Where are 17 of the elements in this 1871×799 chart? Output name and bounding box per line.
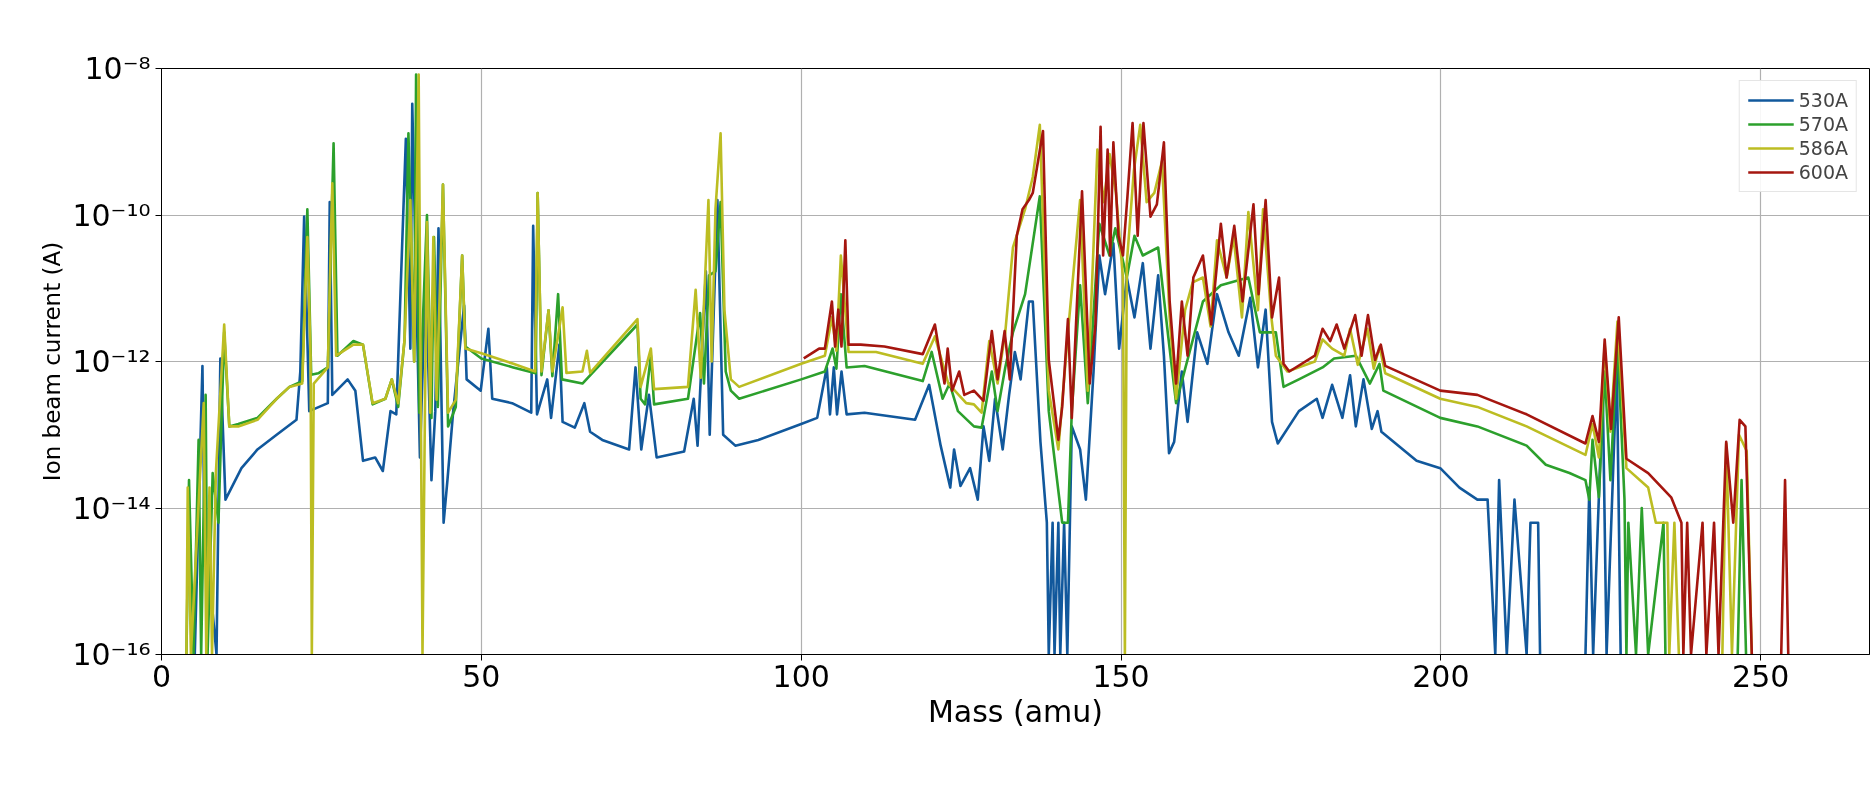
x-axis-title: Mass (amu) xyxy=(927,693,1104,729)
legend-label: 570A xyxy=(1798,113,1848,135)
legend-label: 600A xyxy=(1798,161,1848,183)
legend-label: 586A xyxy=(1798,137,1848,159)
legend-label: 530A xyxy=(1798,89,1848,111)
x-tick-label: 150 xyxy=(1092,658,1150,694)
y-axis-title: Ion beam current (A) xyxy=(39,241,66,482)
x-tick-label: 250 xyxy=(1732,658,1790,694)
x-tick-label: 200 xyxy=(1412,658,1470,694)
y-tick-label: 10⁻¹⁴ xyxy=(72,490,151,526)
y-tick-label: 10⁻⁸ xyxy=(84,51,151,86)
y-tick-label: 10⁻¹⁶ xyxy=(72,637,151,672)
x-tick-label: 50 xyxy=(462,658,501,694)
y-tick-label: 10⁻¹⁰ xyxy=(72,197,151,233)
y-tick-label: 10⁻¹² xyxy=(72,344,151,379)
x-tick-label: 0 xyxy=(151,658,172,694)
x-tick-label: 100 xyxy=(772,658,830,694)
